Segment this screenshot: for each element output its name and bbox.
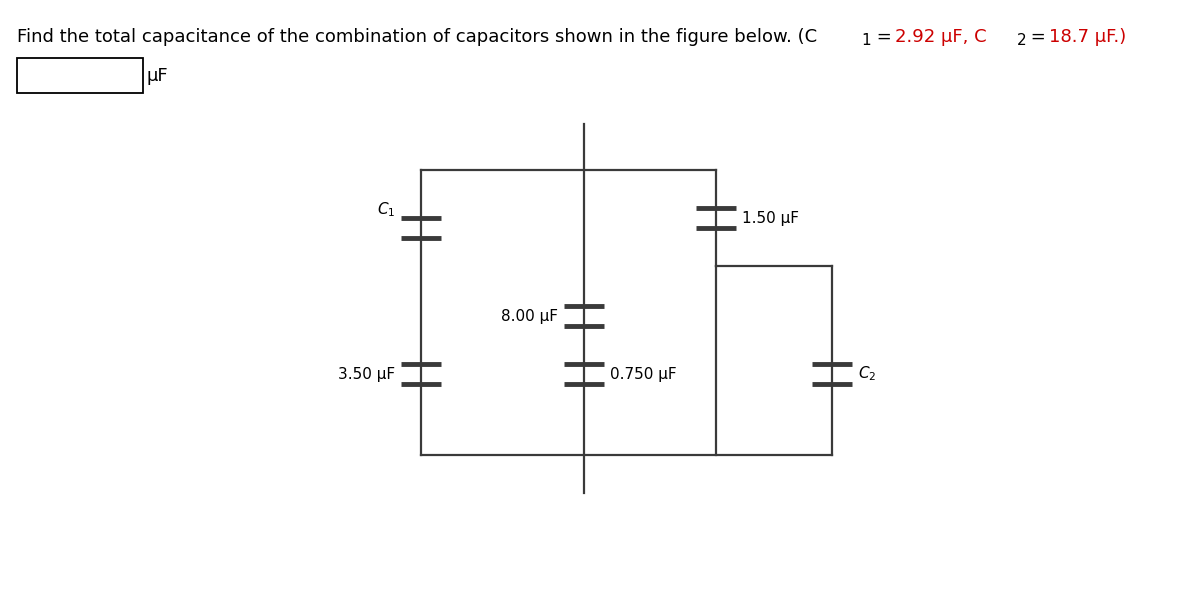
Text: 0.750 μF: 0.750 μF: [611, 367, 677, 382]
Text: Find the total capacitance of the combination of capacitors shown in the figure : Find the total capacitance of the combin…: [17, 28, 817, 46]
Text: 1.50 μF: 1.50 μF: [742, 211, 799, 226]
Text: $C_1$: $C_1$: [377, 200, 395, 219]
Text: 1: 1: [862, 34, 871, 48]
Text: 8.00 μF: 8.00 μF: [500, 309, 558, 324]
Text: =: =: [1025, 28, 1051, 46]
Text: 18.7 μF.): 18.7 μF.): [1049, 28, 1126, 46]
Text: =: =: [871, 28, 898, 46]
Text: $C_2$: $C_2$: [858, 365, 877, 383]
Text: 2: 2: [1016, 34, 1026, 48]
Text: 3.50 μF: 3.50 μF: [337, 367, 395, 382]
Text: 2.92 μF, C: 2.92 μF, C: [895, 28, 986, 46]
Text: μF: μF: [146, 67, 168, 85]
